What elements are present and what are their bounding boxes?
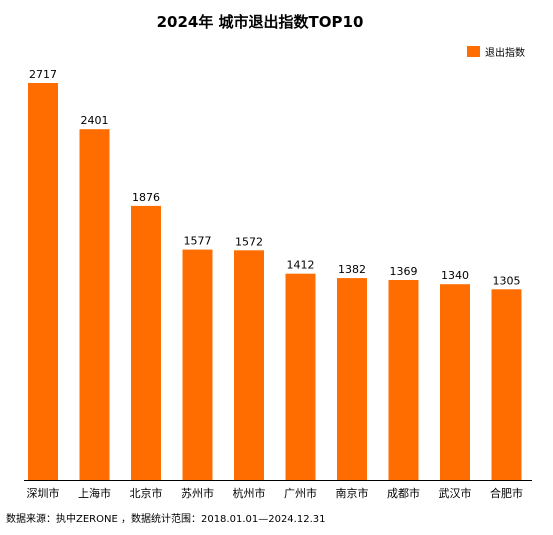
bar-1 xyxy=(28,83,58,480)
source-footnote: 数据来源：执中ZERONE ，数据统计范围：2018.01.01—2024.12… xyxy=(6,514,326,525)
bar-3 xyxy=(131,205,161,480)
bar-7 xyxy=(337,278,367,480)
data-label-3: 1876 xyxy=(132,191,160,204)
bar-8 xyxy=(388,280,419,480)
bar-6 xyxy=(285,273,316,480)
data-label-8: 1369 xyxy=(390,265,418,278)
x-tick-label-3: 北京市 xyxy=(130,486,163,500)
x-tick-label-9: 武汉市 xyxy=(439,486,472,500)
data-label-5: 1572 xyxy=(235,235,263,248)
bar-10 xyxy=(491,289,522,480)
legend-label: 退出指数 xyxy=(485,48,525,59)
x-tick-label-10: 合肥市 xyxy=(490,486,523,500)
bar-9 xyxy=(440,284,470,480)
legend-swatch xyxy=(467,46,480,57)
data-label-1: 2717 xyxy=(29,68,57,81)
x-tick-label-8: 成都市 xyxy=(387,486,420,500)
data-label-4: 1577 xyxy=(184,235,212,248)
bar-4 xyxy=(182,249,213,480)
chart-title: 2024年 城市退出指数TOP10 xyxy=(156,13,364,31)
x-tick-label-2: 上海市 xyxy=(78,486,111,500)
data-label-10: 1305 xyxy=(493,274,521,287)
x-tick-label-6: 广州市 xyxy=(284,486,317,500)
data-label-7: 1382 xyxy=(338,263,366,276)
data-label-6: 1412 xyxy=(287,259,315,272)
legend: 退出指数 xyxy=(467,44,525,59)
x-tick-label-7: 南京市 xyxy=(336,486,369,500)
data-label-2: 2401 xyxy=(81,114,109,127)
bar-chart: 2717 深圳市 2401 上海市 1876 北京市 1577 苏州市 1572 杭州市 1412 广… xyxy=(24,68,532,500)
x-tick-label-4: 苏州市 xyxy=(181,486,214,500)
bar-5 xyxy=(234,250,264,480)
data-label-9: 1340 xyxy=(441,269,469,282)
x-tick-label-1: 深圳市 xyxy=(27,486,60,500)
bar-2 xyxy=(79,129,110,480)
x-tick-label-5: 杭州市 xyxy=(233,486,266,500)
